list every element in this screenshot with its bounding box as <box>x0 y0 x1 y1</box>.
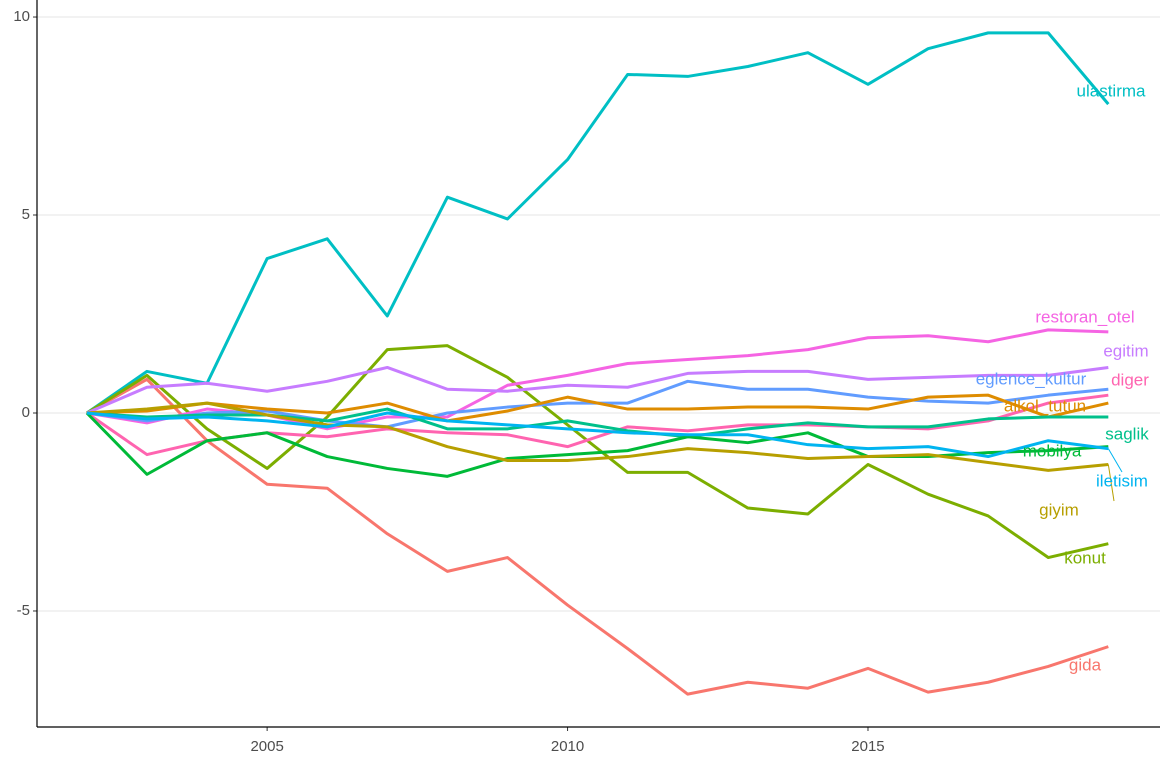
line <box>86 377 1109 696</box>
y-tick-label: 5 <box>22 206 30 223</box>
series-label: giyim <box>1039 500 1079 519</box>
y-tick-label: 0 <box>22 404 30 421</box>
label-leader <box>1107 448 1123 473</box>
label-leader <box>1107 464 1115 502</box>
series-label: iletisim <box>1096 471 1148 490</box>
line <box>86 31 1110 415</box>
x-tick-label: 2015 <box>851 738 884 755</box>
series-label: eglence_kultur <box>976 369 1087 388</box>
line <box>86 411 1109 459</box>
series-label: mobilya <box>1023 441 1082 460</box>
x-tick-label: 2005 <box>250 738 283 755</box>
series-label: saglik <box>1105 424 1149 443</box>
series-label: gida <box>1069 655 1102 674</box>
line <box>86 401 1109 472</box>
series-label: ulastirma <box>1077 81 1147 100</box>
y-tick-label: 10 <box>13 8 30 25</box>
line <box>86 393 1109 423</box>
y-tick-label: -5 <box>17 602 30 619</box>
series-label: egitim <box>1103 341 1148 360</box>
line <box>86 365 1109 415</box>
series-label: konut <box>1064 548 1106 567</box>
series-label: restoran_otel <box>1035 307 1134 326</box>
series-label: diger <box>1111 370 1149 389</box>
line <box>86 344 1109 560</box>
series-label: alkol_tutun <box>1004 396 1086 415</box>
line <box>86 407 1109 439</box>
x-tick-label: 2010 <box>551 738 584 755</box>
